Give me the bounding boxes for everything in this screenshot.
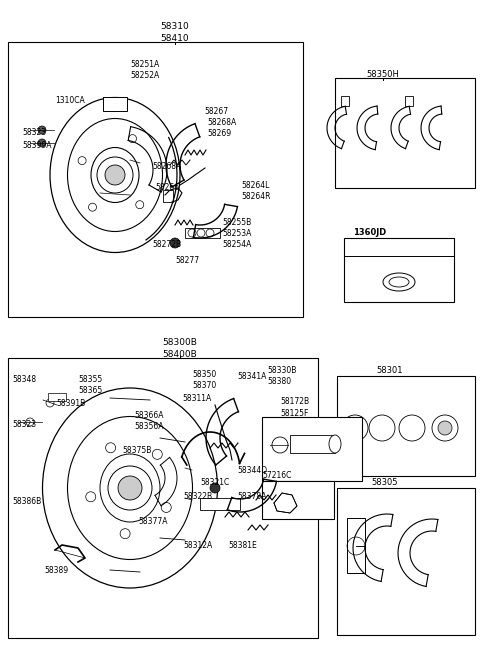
Text: 58269: 58269 — [207, 129, 231, 138]
Text: 58391B: 58391B — [56, 399, 85, 408]
Text: 58366A: 58366A — [134, 411, 164, 420]
Circle shape — [161, 502, 171, 512]
Circle shape — [188, 229, 196, 237]
Text: 58311A: 58311A — [182, 394, 211, 403]
Text: 58355: 58355 — [78, 375, 102, 384]
Text: 58400B: 58400B — [163, 350, 197, 359]
Text: 1310CA: 1310CA — [55, 96, 85, 105]
Circle shape — [197, 229, 205, 237]
Text: 58300B: 58300B — [163, 338, 197, 347]
Text: 58386B: 58386B — [12, 497, 41, 506]
Circle shape — [369, 415, 395, 441]
Circle shape — [272, 437, 288, 453]
Text: 58312A: 58312A — [183, 541, 212, 550]
Circle shape — [88, 203, 96, 211]
Circle shape — [399, 415, 425, 441]
Circle shape — [152, 449, 162, 459]
Text: 58264R: 58264R — [241, 192, 271, 201]
Text: 58268A: 58268A — [152, 162, 181, 171]
Text: 58350: 58350 — [192, 370, 216, 379]
Ellipse shape — [389, 277, 409, 287]
Bar — [262, 481, 334, 519]
Text: 58253A: 58253A — [222, 229, 252, 238]
Text: 58380: 58380 — [267, 377, 291, 386]
Bar — [185, 228, 220, 238]
Bar — [335, 78, 475, 188]
Circle shape — [38, 139, 46, 147]
Text: 58266: 58266 — [155, 183, 179, 192]
Text: 58264L: 58264L — [241, 181, 269, 190]
Text: 58310: 58310 — [161, 22, 190, 31]
Text: 58350H: 58350H — [367, 70, 399, 79]
Text: 58377A: 58377A — [138, 517, 168, 526]
Text: 58322B: 58322B — [183, 492, 212, 501]
Circle shape — [348, 421, 362, 435]
Circle shape — [118, 476, 142, 500]
Text: 58375B: 58375B — [122, 446, 151, 455]
Ellipse shape — [329, 435, 341, 453]
Text: 57216C: 57216C — [262, 471, 291, 480]
Text: 58381E: 58381E — [228, 541, 257, 550]
Text: 58254A: 58254A — [222, 240, 252, 249]
Bar — [290, 435, 335, 453]
Text: 58301: 58301 — [377, 366, 403, 375]
Text: 58330B: 58330B — [267, 366, 296, 375]
Text: 58344D: 58344D — [237, 466, 267, 475]
Circle shape — [342, 415, 368, 441]
Text: 58365: 58365 — [78, 386, 102, 395]
Text: 58348: 58348 — [12, 375, 36, 384]
Circle shape — [106, 443, 116, 453]
Text: 58252A: 58252A — [130, 71, 159, 80]
Circle shape — [129, 135, 136, 143]
Text: 58255B: 58255B — [222, 218, 251, 227]
Bar — [262, 417, 362, 481]
Text: 58323: 58323 — [12, 420, 36, 429]
Circle shape — [38, 126, 46, 134]
Circle shape — [438, 421, 452, 435]
Text: 58370: 58370 — [192, 381, 216, 390]
Text: 58389: 58389 — [44, 566, 68, 575]
Text: 58305: 58305 — [372, 478, 398, 487]
Text: 1360JD: 1360JD — [353, 228, 386, 237]
Circle shape — [120, 529, 130, 538]
Circle shape — [170, 238, 180, 248]
Text: 58277: 58277 — [175, 256, 199, 265]
Text: 58125F: 58125F — [280, 409, 308, 418]
Circle shape — [86, 492, 96, 502]
Text: 58323: 58323 — [22, 128, 46, 137]
Polygon shape — [274, 493, 297, 513]
Text: 58399A: 58399A — [22, 141, 51, 150]
Circle shape — [105, 165, 125, 185]
Bar — [337, 488, 475, 635]
Text: 58267: 58267 — [204, 107, 228, 116]
Text: 58356A: 58356A — [134, 422, 164, 431]
Bar — [8, 358, 318, 638]
Text: 58251A: 58251A — [130, 60, 159, 69]
Bar — [48, 393, 66, 401]
Bar — [344, 238, 454, 302]
Bar — [163, 190, 173, 202]
Text: 58410: 58410 — [161, 34, 189, 43]
Circle shape — [206, 229, 214, 237]
Circle shape — [136, 200, 144, 209]
Bar — [8, 42, 303, 317]
Bar — [200, 498, 240, 510]
Circle shape — [26, 418, 34, 426]
Text: 58172B: 58172B — [280, 397, 309, 406]
Text: 58341A: 58341A — [237, 372, 266, 381]
Text: 58321C: 58321C — [200, 478, 229, 487]
Circle shape — [78, 157, 86, 164]
Circle shape — [46, 399, 54, 407]
Bar — [103, 97, 127, 111]
Text: 58268A: 58268A — [207, 118, 236, 127]
Circle shape — [210, 483, 220, 493]
Bar — [341, 96, 349, 106]
Ellipse shape — [383, 273, 415, 291]
Text: 58378A: 58378A — [237, 492, 266, 501]
Bar — [337, 376, 475, 476]
Text: 58272B: 58272B — [152, 240, 181, 249]
Bar — [405, 96, 413, 106]
Bar — [347, 518, 365, 573]
Circle shape — [432, 415, 458, 441]
